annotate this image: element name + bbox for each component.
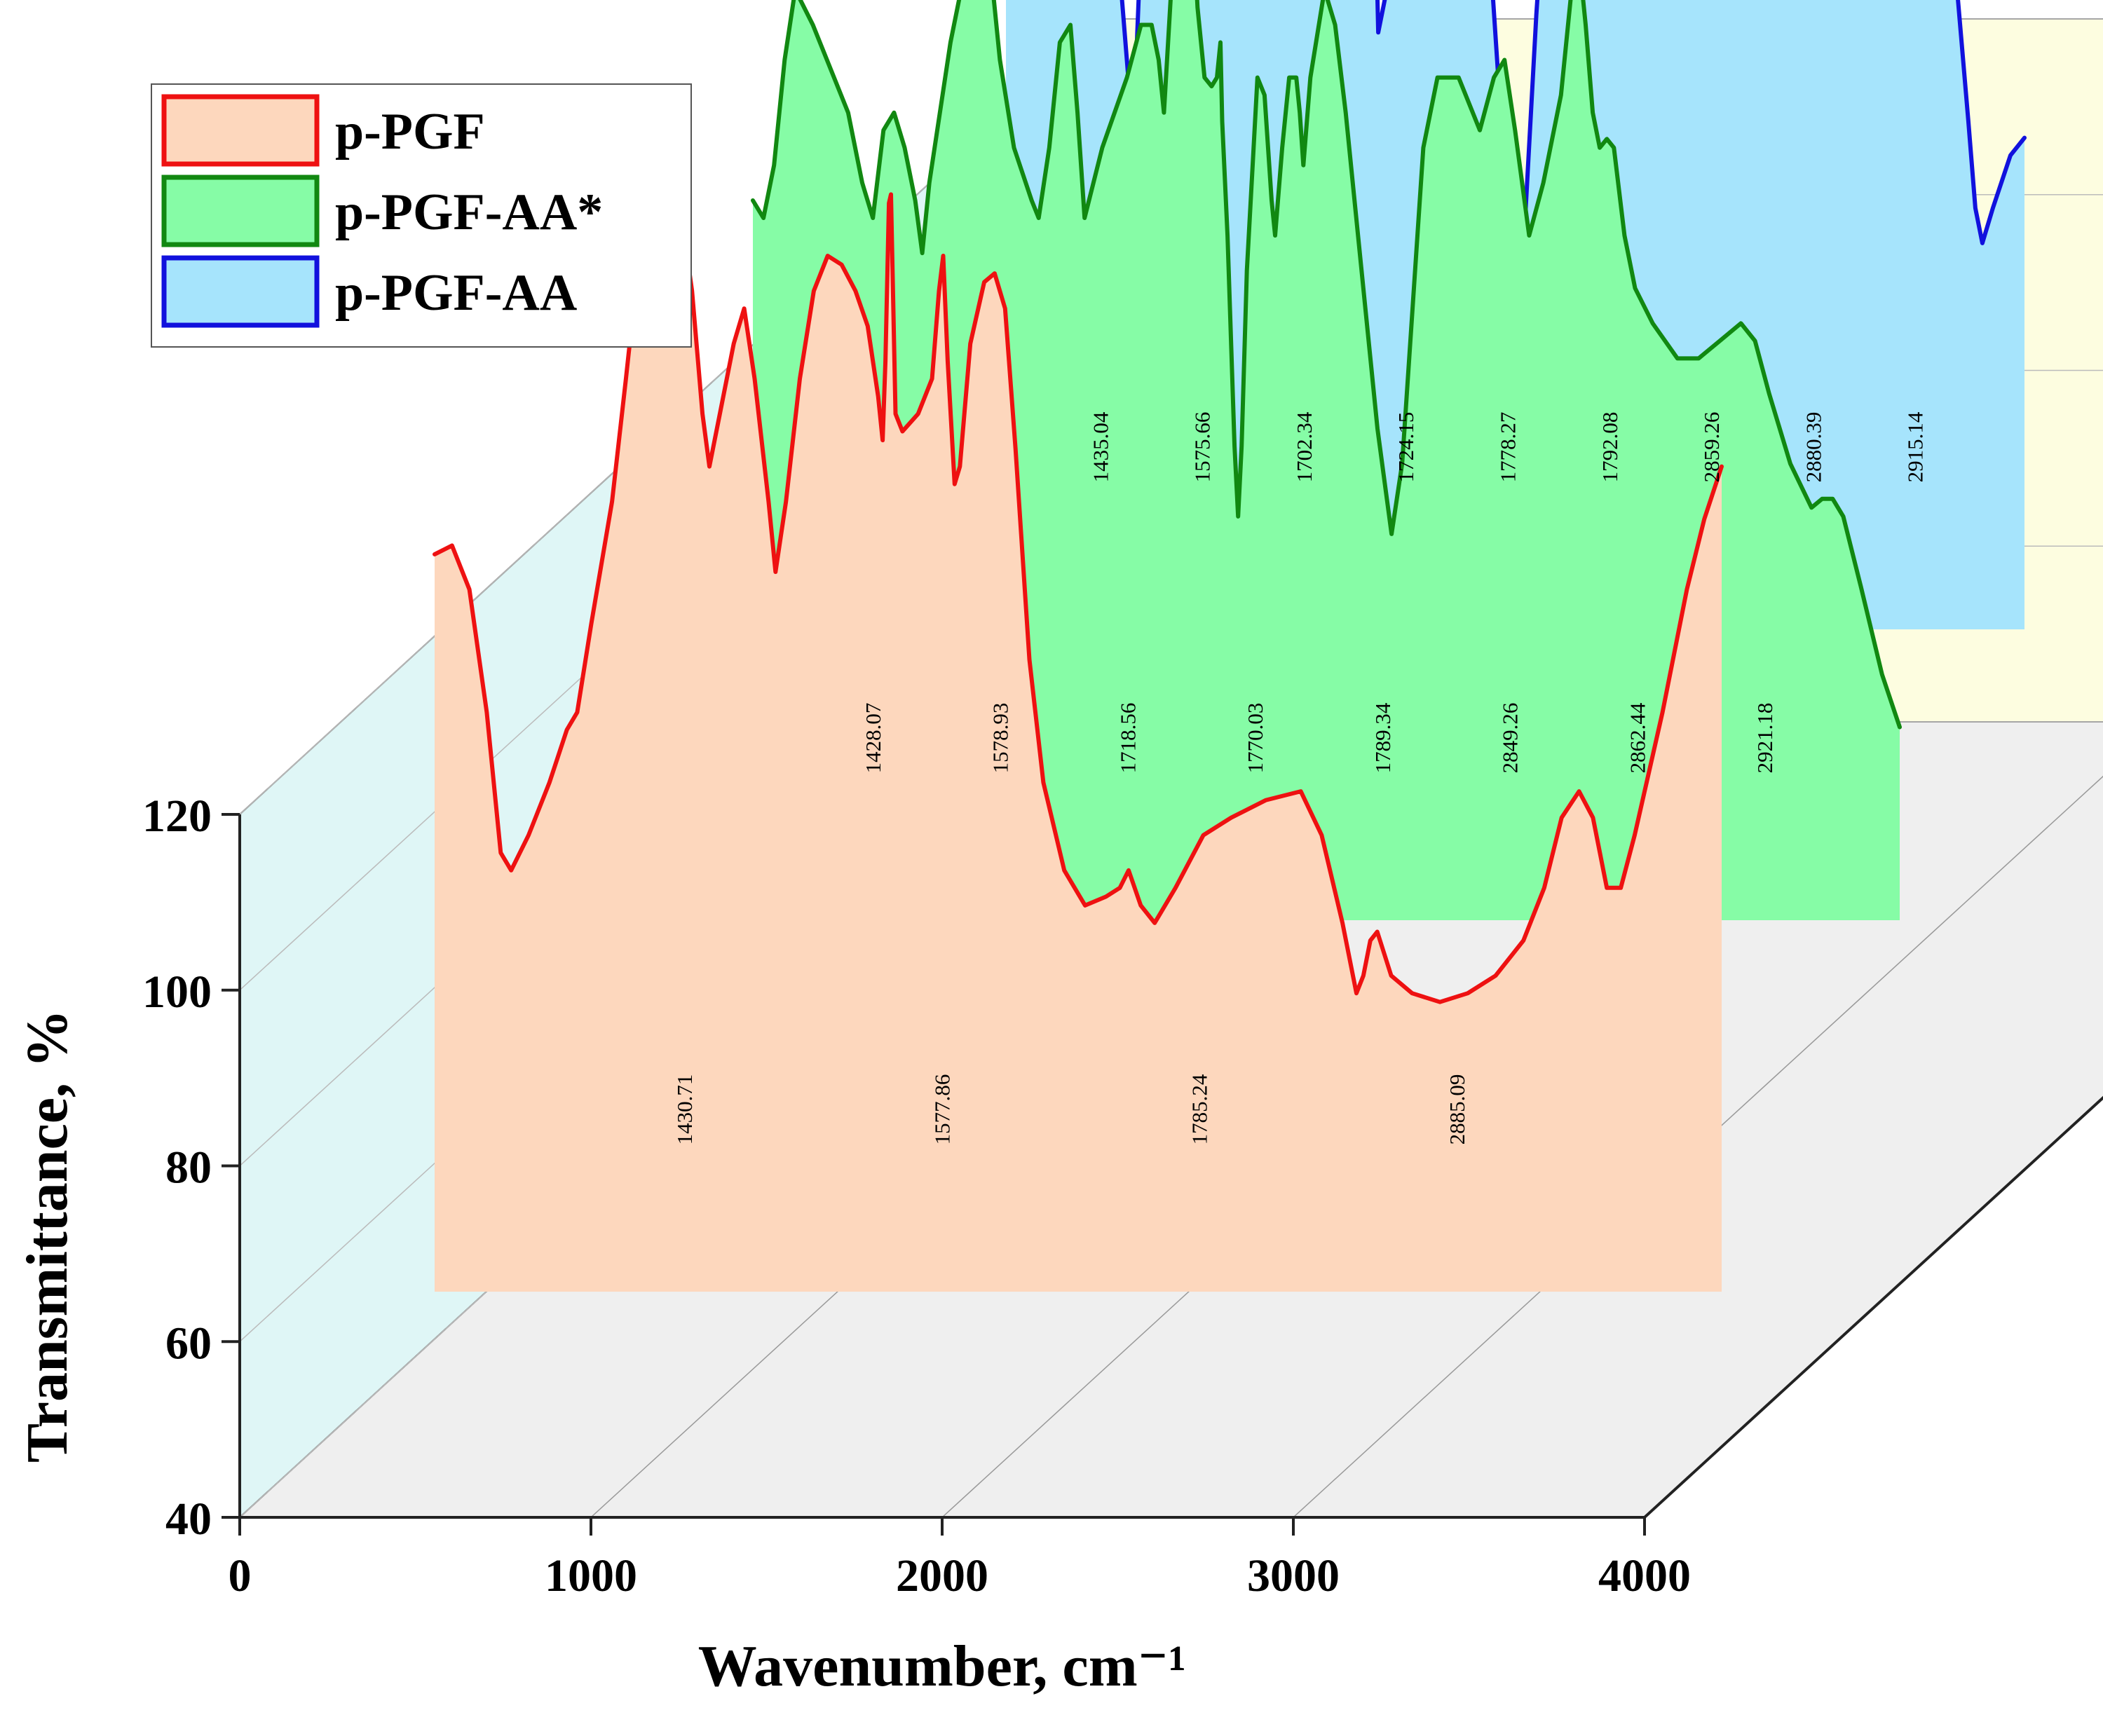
y-tick-label: 100 [142, 966, 212, 1018]
peak-label-p-pgf-aa-2921-18: 2921.18 [1752, 703, 1777, 774]
peak-label-p-pgf-aa-1435-04: 1435.04 [1088, 411, 1112, 482]
peak-label-p-pgf-aa-2915-14: 2915.14 [1903, 411, 1928, 482]
x-axis-title: Wavenumber, cm⁻¹ [698, 1634, 1186, 1699]
peak-label-p-pgf-aa-1724-15: 1724.15 [1394, 412, 1418, 483]
legend-swatch-p-pgf-aa [161, 255, 320, 328]
floor-grid-line [1293, 775, 2103, 1518]
legend-swatch-p-pgf-aa [161, 175, 320, 247]
x-tick-label: 4000 [1598, 1550, 1691, 1601]
peak-label-p-pgf-aa-1778-27: 1778.27 [1496, 412, 1520, 483]
peak-label-p-pgf-aa-1718-56: 1718.56 [1115, 703, 1140, 774]
y-tick-label: 120 [142, 791, 212, 842]
series-fill-p-pgf-aa [753, 0, 1900, 920]
series-p-pgf-aa [751, 0, 1902, 920]
peak-label-p-pgf-aa-1792-08: 1792.08 [1598, 412, 1622, 483]
legend-swatch-p-pgf [161, 94, 320, 167]
peak-label-p-pgf-aa-2859-26: 2859.26 [1699, 412, 1724, 483]
legend-label-p-pgf-aa: p-PGF-AA* [335, 184, 603, 241]
y-tick-label: 60 [165, 1318, 212, 1369]
y-tick-label: 40 [165, 1494, 212, 1545]
y-axis-title: Transmittance, % [15, 1009, 80, 1463]
peak-label-p-pgf-aa-1578-93: 1578.93 [988, 703, 1013, 774]
axes: 0 1000 2000 3000 4000 40 60 80 100 120 Wavenumber,… [15, 791, 2103, 1699]
peak-label-p-pgf-2885-09: 2885.09 [1445, 1074, 1469, 1145]
y-tick-label: 80 [165, 1142, 212, 1194]
series-line-p-pgf-aa [751, 0, 1902, 730]
peak-label-p-pgf-aa-2862-44: 2862.44 [1625, 702, 1649, 773]
peak-label-p-pgf-1785-24: 1785.24 [1187, 1074, 1212, 1144]
peak-label-p-pgf-1577-86: 1577.86 [930, 1074, 954, 1145]
legend: p-PGF p-PGF-AA* p-PGF-AA [151, 83, 692, 348]
legend-label-p-pgf-aa: p-PGF-AA [335, 264, 577, 322]
peak-label-p-pgf-aa-1702-34: 1702.34 [1292, 411, 1316, 482]
x-tick-label: 3000 [1247, 1550, 1340, 1601]
x-tick-label: 2000 [896, 1550, 988, 1601]
x-tick-label: 1000 [545, 1550, 637, 1601]
peak-label-p-pgf-aa-1770-03: 1770.03 [1243, 703, 1267, 774]
series-layer: 1430.71 1577.86 1785.24 2885.09 1428.07 1578.… [433, 0, 2027, 1292]
peak-label-p-pgf-aa-1575-66: 1575.66 [1190, 412, 1215, 483]
series-fill-p-pgf [435, 194, 1722, 1292]
peak-label-p-pgf-aa-2849-26: 2849.26 [1498, 703, 1523, 774]
depth-axis-line [1643, 1095, 2103, 1519]
peak-label-p-pgf-1430-71: 1430.71 [672, 1074, 697, 1145]
x-tick-label: 0 [229, 1550, 252, 1601]
legend-label-p-pgf: p-PGF [335, 103, 485, 160]
peak-label-p-pgf-aa-2880-39: 2880.39 [1801, 412, 1825, 483]
peak-label-p-pgf-aa-1428-07: 1428.07 [861, 703, 885, 774]
peak-label-p-pgf-aa-1789-34: 1789.34 [1370, 702, 1395, 773]
